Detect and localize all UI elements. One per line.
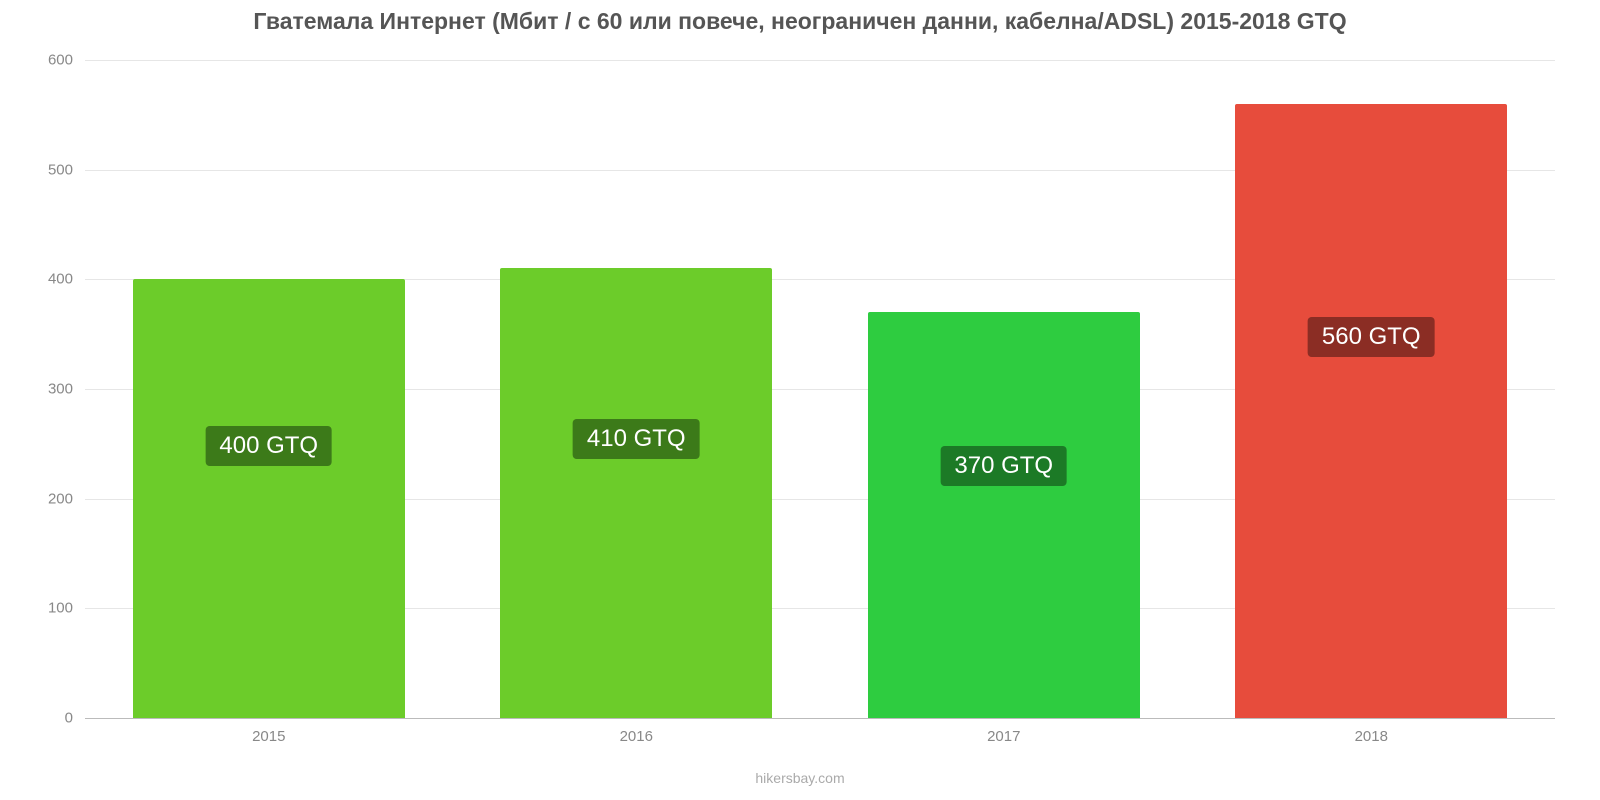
y-tick-label: 400: [25, 271, 85, 288]
chart-plot-area: 0100200300400500600400 GTQ2015410 GTQ201…: [85, 38, 1555, 718]
x-tick-label: 2015: [252, 718, 285, 745]
bar: 370 GTQ: [868, 312, 1140, 718]
chart-title: Гватемала Интернет (Мбит / с 60 или пове…: [0, 0, 1600, 35]
bar-value-label: 410 GTQ: [573, 419, 700, 459]
x-tick-label: 2017: [987, 718, 1020, 745]
y-tick-label: 500: [25, 161, 85, 178]
bar-value-label: 370 GTQ: [940, 446, 1067, 486]
gridline: [85, 60, 1555, 61]
bar-value-label: 560 GTQ: [1308, 317, 1435, 357]
bar-value-label: 400 GTQ: [205, 426, 332, 466]
plot-region: 0100200300400500600400 GTQ2015410 GTQ201…: [85, 38, 1555, 718]
bar: 400 GTQ: [133, 279, 405, 718]
attribution-text: hikersbay.com: [755, 770, 844, 786]
y-tick-label: 0: [25, 710, 85, 727]
x-tick-label: 2016: [620, 718, 653, 745]
y-tick-label: 600: [25, 51, 85, 68]
y-tick-label: 300: [25, 380, 85, 397]
x-tick-label: 2018: [1355, 718, 1388, 745]
y-tick-label: 100: [25, 600, 85, 617]
bar: 410 GTQ: [500, 268, 772, 718]
gridline: [85, 718, 1555, 719]
y-tick-label: 200: [25, 490, 85, 507]
bar: 560 GTQ: [1235, 104, 1507, 718]
